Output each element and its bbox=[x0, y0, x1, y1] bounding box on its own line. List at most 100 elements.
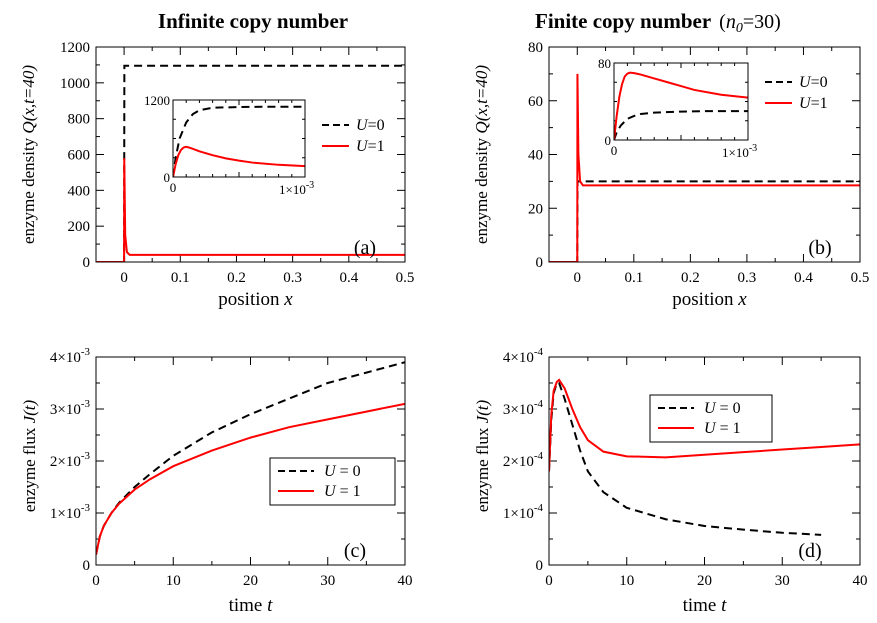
y-tick-label: 2×10-4 bbox=[503, 450, 544, 470]
y-tick-label: 1×10-4 bbox=[503, 502, 544, 522]
inset-frame bbox=[172, 99, 306, 178]
y-axis-label: enzyme density Q(x,t=40) bbox=[19, 65, 38, 244]
x-tick-label: 30 bbox=[320, 573, 335, 589]
y-tick-label: 20 bbox=[528, 201, 543, 217]
plot-frame bbox=[95, 46, 406, 263]
x-tick-label: 10 bbox=[619, 573, 634, 589]
panel-d: 0 10 20 30 40 0 1×10-4 2×10-4 3×10-4 4×10-4 time t… bbox=[473, 346, 868, 616]
right-column-title-main: Finite copy number bbox=[535, 9, 711, 33]
panel-label: (b) bbox=[808, 237, 831, 259]
series-line-U1 bbox=[96, 158, 405, 262]
x-tick-label: 0 bbox=[120, 270, 128, 286]
legend-entry: U = 0 bbox=[324, 463, 361, 480]
legend-entry: U=1 bbox=[356, 138, 385, 155]
x-tick-label: 0.4 bbox=[794, 270, 813, 286]
inset-x-tick-label: 0 bbox=[170, 180, 177, 195]
y-axis-ticks: 0 200 400 600 800 1000 1200 bbox=[60, 40, 405, 271]
x-tick-label: 0.4 bbox=[339, 270, 358, 286]
x-tick-label: 30 bbox=[775, 573, 790, 589]
x-tick-label: 20 bbox=[243, 573, 258, 589]
inset-plot: 1200 00 1×10-3 bbox=[144, 93, 314, 197]
legend: U=0U=1 bbox=[765, 74, 828, 112]
panel-label: (d) bbox=[798, 540, 821, 562]
inset-x-tick-label: 1×10-3 bbox=[722, 143, 757, 160]
y-axis-label: enzyme flux J(t) bbox=[473, 399, 492, 512]
x-tick-label: 0.5 bbox=[851, 270, 870, 286]
y-tick-label: 3×10-4 bbox=[503, 398, 544, 418]
y-tick-label: 1200 bbox=[60, 40, 90, 56]
y-tick-label: 200 bbox=[68, 219, 91, 235]
x-axis-ticks: 0 10 20 30 40 bbox=[545, 357, 868, 589]
y-tick-label: 1×10-3 bbox=[50, 502, 91, 522]
legend-entry: U=1 bbox=[799, 95, 828, 112]
series-line-U1 bbox=[549, 73, 860, 262]
y-axis-label: enzyme flux J(t) bbox=[20, 399, 39, 512]
x-axis-label: position x bbox=[672, 289, 747, 310]
x-tick-label: 0.2 bbox=[681, 270, 700, 286]
legend-entry: U = 1 bbox=[704, 420, 741, 437]
x-tick-label: 40 bbox=[853, 573, 868, 589]
left-column-title: Infinite copy number bbox=[158, 9, 348, 33]
x-tick-label: 10 bbox=[166, 573, 181, 589]
inset-series-U0 bbox=[614, 110, 748, 140]
legend: U = 0 U = 1 bbox=[649, 394, 773, 443]
y-axis-label: enzyme density Q(x,t=40) bbox=[472, 65, 491, 244]
legend-box bbox=[269, 457, 396, 506]
panel-a: 0 0.1 0.2 0.3 0.4 0.5 0 200 400 600 800 1000 1200 pos… bbox=[19, 40, 414, 310]
panel-label: (a) bbox=[354, 237, 376, 259]
plot-frame bbox=[95, 356, 406, 566]
x-tick-label: 0.3 bbox=[738, 270, 757, 286]
legend: U = 0 U = 1 bbox=[269, 457, 396, 506]
x-tick-label: 0 bbox=[92, 573, 100, 589]
series-line-U0 bbox=[96, 64, 405, 262]
x-axis-ticks: 0 0.1 0.2 0.3 0.4 0.5 bbox=[548, 47, 870, 286]
y-tick-label: 800 bbox=[68, 112, 91, 128]
x-tick-label: 0.2 bbox=[227, 270, 246, 286]
y-tick-label: 400 bbox=[68, 183, 91, 199]
series-group bbox=[96, 64, 405, 262]
right-column-title: Finite copy number (n0=30) bbox=[535, 9, 781, 36]
inset-y-tick-label: 80 bbox=[598, 56, 611, 71]
y-axis-ticks: 0 20 40 60 80 bbox=[528, 40, 860, 271]
panel-label: (c) bbox=[344, 540, 366, 562]
inset-y-tick-label: 0 bbox=[605, 133, 612, 148]
y-tick-label: 2×10-3 bbox=[50, 450, 91, 470]
y-tick-label: 80 bbox=[528, 40, 543, 56]
legend-entry: U=0 bbox=[799, 74, 828, 91]
x-tick-label: 0.5 bbox=[396, 270, 415, 286]
x-tick-label: 0 bbox=[574, 270, 582, 286]
legend-entry: U=0 bbox=[356, 117, 385, 134]
y-tick-label: 0 bbox=[536, 255, 544, 271]
legend-entry: U = 1 bbox=[324, 483, 361, 500]
series-group bbox=[549, 73, 860, 262]
inset-background bbox=[614, 63, 748, 140]
inset-series-U0 bbox=[173, 105, 305, 177]
x-axis-label: time t bbox=[683, 595, 728, 616]
figure-titles: Infinite copy number Finite copy number (… bbox=[158, 9, 781, 36]
inset-plot: 80 00 1×10-3 bbox=[598, 56, 757, 160]
x-tick-label: 40 bbox=[398, 573, 413, 589]
y-tick-label: 0 bbox=[536, 558, 544, 574]
x-axis-label: time t bbox=[229, 595, 274, 616]
series-group bbox=[96, 361, 405, 555]
plot-frame bbox=[548, 46, 861, 263]
inset-x-tick-label: 0 bbox=[611, 143, 618, 158]
y-tick-label: 40 bbox=[528, 148, 543, 164]
series-line-U1 bbox=[96, 402, 405, 555]
y-tick-label: 0 bbox=[83, 255, 91, 271]
y-axis-ticks: 0 1×10-3 2×10-3 3×10-3 4×10-3 bbox=[50, 346, 405, 574]
inset-y-tick-label: 0 bbox=[164, 170, 171, 185]
inset-series-U1 bbox=[173, 145, 305, 177]
x-tick-label: 0.3 bbox=[283, 270, 302, 286]
y-tick-label: 3×10-3 bbox=[50, 398, 91, 418]
y-tick-label: 4×10-3 bbox=[50, 346, 91, 366]
inset-x-tick-label: 1×10-3 bbox=[279, 180, 314, 197]
x-tick-label: 0.1 bbox=[624, 270, 643, 286]
y-tick-label: 1000 bbox=[60, 76, 90, 92]
series-line-U1 bbox=[549, 378, 860, 472]
series-group bbox=[549, 378, 860, 536]
panel-c: 0 10 20 30 40 0 1×10-3 2×10-3 3×10-3 4×10-3 time t… bbox=[20, 346, 413, 616]
inset-series-U1 bbox=[614, 71, 748, 140]
inset-y-tick-label: 1200 bbox=[144, 93, 170, 108]
